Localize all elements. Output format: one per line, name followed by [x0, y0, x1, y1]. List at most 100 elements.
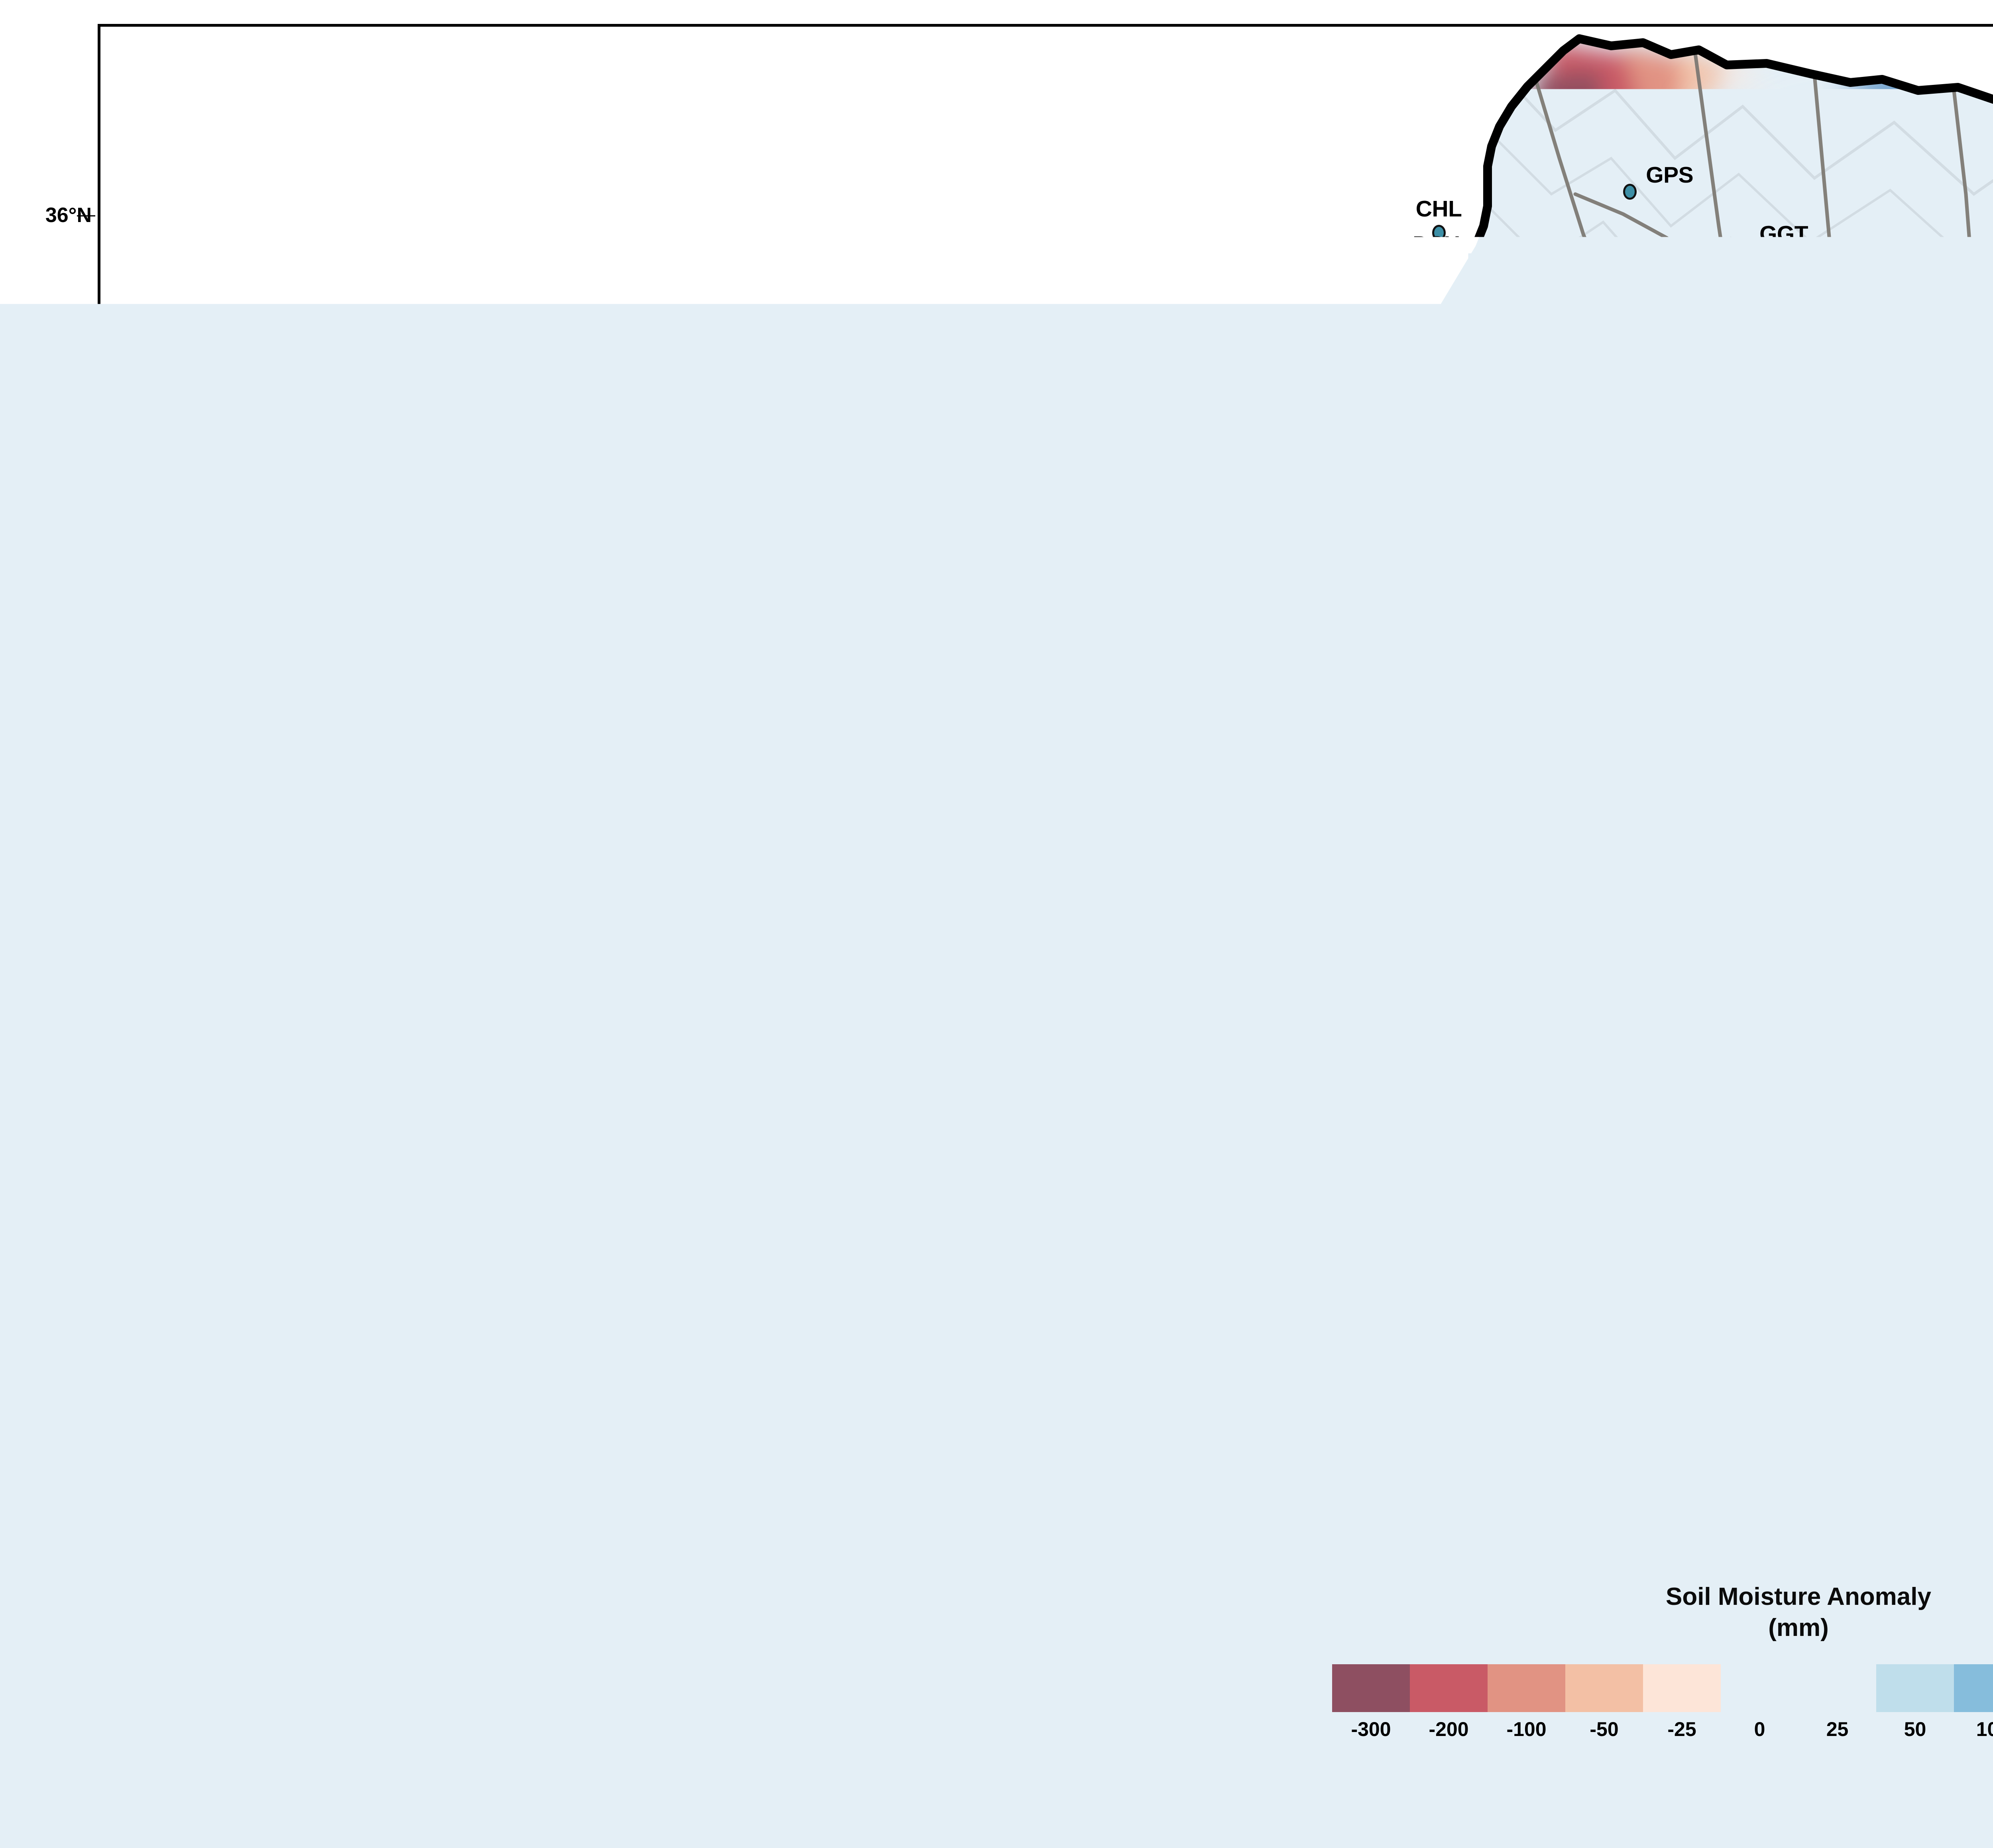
station-marker-nwb[interactable] — [1067, 1356, 1081, 1372]
station-label-sht: SHT — [1482, 773, 1527, 800]
station-label-psi: PSI — [389, 1452, 425, 1478]
station-label-pcr: PCR — [1258, 446, 1305, 472]
station-marker-mul[interactable] — [1390, 891, 1404, 907]
station-marker-rri[interactable] — [1085, 1185, 1099, 1201]
station-marker-lhr[interactable] — [1733, 735, 1747, 751]
x-axis-tick — [1463, 1753, 1464, 1764]
station-marker-gps[interactable] — [1623, 184, 1637, 200]
legend-tick-2: -100 — [1506, 1718, 1546, 1741]
station-marker-fsd[interactable] — [1585, 747, 1598, 763]
station-marker-nkd[interactable] — [357, 1050, 370, 1066]
legend-tick-4: -25 — [1667, 1718, 1696, 1741]
station-label-nkd: NKD — [379, 1028, 428, 1054]
x-axis-tick-label: 68°E — [962, 1767, 1007, 1791]
station-marker-rsp[interactable] — [1468, 425, 1482, 441]
x-axis-tick-label: 74°E — [1679, 1767, 1724, 1791]
station-marker-ssf[interactable] — [1498, 351, 1511, 367]
station-label-psh: PSH — [1386, 402, 1432, 429]
station-label-skt: SKT — [1741, 588, 1787, 615]
station-marker-umr[interactable] — [1183, 1462, 1197, 1478]
x-axis-tick-label: 72°E — [1440, 1767, 1485, 1791]
station-marker-jhe[interactable] — [1659, 567, 1673, 583]
station-marker-bdn[interactable] — [1079, 1545, 1093, 1561]
kashmir-annotation: INDIAN OCCUPIED JAMMU & KASHMIR — [1852, 455, 1993, 523]
station-marker-mnw[interactable] — [1396, 608, 1410, 624]
station-marker-bpr[interactable] — [1474, 985, 1488, 1001]
station-label-lsb: LSB — [833, 1328, 879, 1355]
y-axis-tick-label: 26°N — [45, 1382, 92, 1406]
station-marker-psh[interactable] — [1402, 431, 1416, 447]
station-marker-sib[interactable] — [966, 967, 979, 983]
map-figure: NDMC: PAKISTAN METEOROLOGICAL DEPARTMENT — [0, 0, 1993, 1848]
station-label-bpr: BPR — [1497, 963, 1544, 989]
station-marker-kzd[interactable] — [817, 1171, 830, 1187]
legend-tick-5: 0 — [1754, 1718, 1765, 1741]
station-marker-lsb[interactable] — [811, 1350, 824, 1366]
station-marker-klt[interactable] — [811, 1038, 824, 1054]
station-marker-sgd[interactable] — [1539, 643, 1553, 659]
legend-tick-0: -300 — [1351, 1718, 1391, 1741]
station-label-mur: MUR — [1580, 414, 1631, 440]
legend-tick-6: 25 — [1826, 1718, 1849, 1741]
station-label-pdn: PDN — [1012, 1252, 1060, 1278]
station-marker-kkl[interactable] — [1545, 408, 1559, 424]
station-label-kzd: KZD — [800, 1142, 847, 1168]
station-label-khi: KHI — [893, 1496, 932, 1522]
station-label-bdn: BDN — [1062, 1516, 1110, 1542]
station-marker-qta[interactable] — [859, 893, 872, 909]
station-marker-lkn[interactable] — [1004, 1203, 1018, 1219]
station-marker-kht[interactable] — [1360, 490, 1374, 506]
legend-title-line-2: (mm) — [1332, 1612, 1993, 1644]
station-marker-bkt[interactable] — [1569, 378, 1583, 394]
station-marker-chl[interactable] — [1653, 272, 1667, 288]
station-marker-jcd[interactable] — [1032, 1115, 1045, 1130]
station-marker-san[interactable] — [1091, 1380, 1105, 1396]
station-label-skd: SKD — [1903, 270, 1950, 297]
station-label-sgd: SGD — [1522, 614, 1570, 641]
station-label-cht: CHT — [1461, 460, 1507, 486]
station-marker-zhb[interactable] — [1151, 755, 1165, 771]
station-marker-png[interactable] — [512, 1268, 525, 1284]
station-marker-dik[interactable] — [1331, 696, 1344, 712]
y-axis-tick-label: 32°N — [45, 674, 92, 698]
station-marker-ast[interactable] — [1796, 284, 1810, 300]
station-marker-ktl[interactable] — [1649, 508, 1663, 524]
station-marker-skt[interactable] — [1757, 617, 1771, 633]
station-marker-hyd[interactable] — [1023, 1459, 1037, 1474]
station-label-dbn: DBN — [490, 1016, 539, 1042]
station-marker-rwp[interactable] — [1581, 478, 1595, 494]
station-label-bkn: BKN — [1252, 895, 1300, 921]
station-marker-khi[interactable] — [871, 1518, 884, 1533]
station-label-jwi: JWI — [254, 1476, 294, 1502]
station-label-rwp: RWP — [1562, 449, 1614, 476]
station-marker-bkn[interactable] — [1229, 917, 1242, 933]
station-marker-chr[interactable] — [1187, 1445, 1201, 1461]
station-marker-bji[interactable] — [1749, 284, 1762, 300]
station-marker-kpr[interactable] — [1301, 1073, 1314, 1089]
station-label-sib: SIB — [954, 938, 992, 965]
station-label-mir: MIR — [1090, 1429, 1131, 1455]
station-label-rri: RRI — [1073, 1156, 1112, 1183]
station-marker-skd[interactable] — [1880, 292, 1894, 308]
station-label-klt: KLT — [796, 1009, 838, 1035]
station-marker-pcr[interactable] — [1235, 455, 1248, 471]
station-label-umr: UMR — [1206, 1453, 1257, 1479]
station-marker-thr[interactable] — [1247, 1510, 1260, 1526]
station-marker-jwi[interactable] — [231, 1498, 245, 1514]
soil-moisture-anomaly-raster — [100, 27, 1993, 1747]
station-label-kht: KHT — [1344, 461, 1390, 487]
station-marker-mbd[interactable] — [1611, 384, 1625, 400]
legend-tick-1: -200 — [1429, 1718, 1468, 1741]
station-marker-pdn[interactable] — [990, 1274, 1003, 1290]
station-marker-sht[interactable] — [1498, 802, 1511, 818]
station-marker-bnr[interactable] — [1581, 920, 1595, 936]
station-label-san: SAN — [1114, 1358, 1162, 1384]
station-marker-cht[interactable] — [1438, 472, 1452, 488]
station-label-ktl: KTL — [1635, 479, 1678, 505]
station-marker-dir[interactable] — [1438, 301, 1452, 317]
station-marker-psi[interactable] — [434, 1474, 448, 1490]
station-label-bnr: BNR — [1564, 891, 1612, 917]
station-marker-dbn[interactable] — [548, 1038, 561, 1054]
station-label-lkn: LKN — [1027, 1181, 1073, 1207]
station-label-mul: MUL — [1373, 862, 1421, 888]
